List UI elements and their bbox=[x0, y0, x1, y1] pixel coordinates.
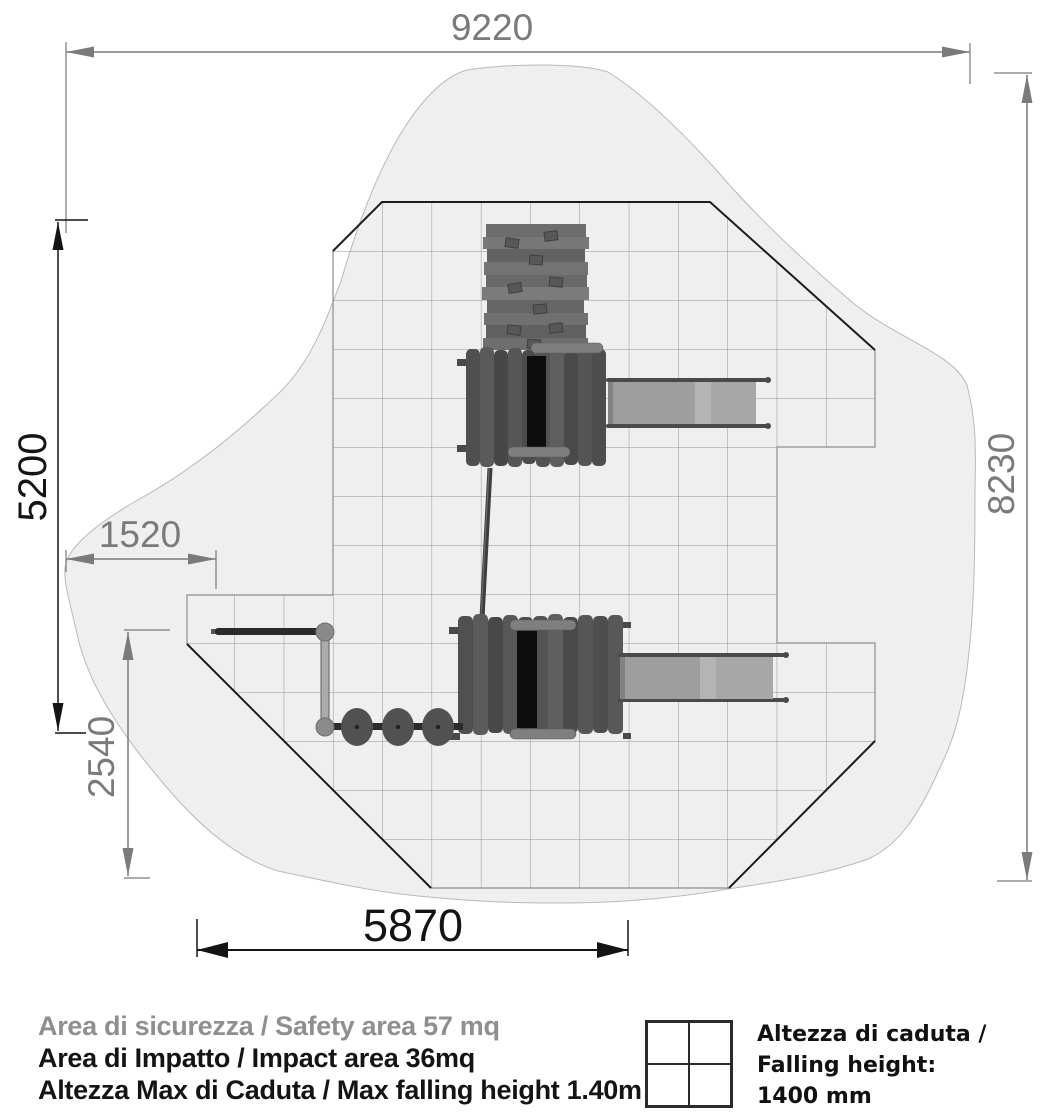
grid-legend-icon bbox=[645, 1020, 733, 1108]
falling-height-line2: Falling height: bbox=[757, 1053, 937, 1078]
bridge-pole bbox=[479, 467, 493, 619]
stepping-pads bbox=[341, 708, 454, 746]
falling-height-line1: Altezza di caduta / bbox=[757, 1022, 987, 1047]
dim-label-equipment-width: 5870 bbox=[363, 900, 463, 951]
area-notes: Area di sicurezza / Safety area 57 mq Ar… bbox=[38, 1010, 642, 1106]
safety-area-note: Area di sicurezza / Safety area 57 mq bbox=[38, 1011, 500, 1041]
beam-joint bbox=[315, 622, 335, 642]
balance-beam-course bbox=[211, 622, 463, 746]
dimension-left-clearance: 1520 bbox=[65, 514, 217, 589]
climbing-wall bbox=[482, 224, 589, 350]
dimension-equipment-height: 5200 bbox=[11, 219, 88, 734]
dimension-overall-width: 9220 bbox=[65, 7, 971, 233]
upper-tower-opening bbox=[527, 356, 546, 454]
dimension-lower-clearance: 2540 bbox=[81, 629, 170, 879]
falling-height-legend: Altezza di caduta / Falling height: 1400… bbox=[757, 1019, 986, 1112]
dim-label-overall-width: 9220 bbox=[451, 7, 533, 48]
plan-drawing: 9220 8230 5200 1520 bbox=[11, 7, 1033, 958]
dim-label-left-clearance: 1520 bbox=[99, 514, 181, 555]
grid-legend-hline bbox=[648, 1063, 730, 1065]
impact-area-outline bbox=[186, 201, 876, 889]
lower-tower bbox=[449, 614, 631, 740]
lower-tower-opening bbox=[517, 631, 537, 728]
dim-label-overall-height: 8230 bbox=[981, 433, 1022, 515]
max-falling-height-note: Altezza Max di Caduta / Max falling heig… bbox=[38, 1075, 642, 1105]
dim-label-lower-clearance: 2540 bbox=[81, 716, 122, 798]
beam-joint bbox=[315, 717, 335, 737]
lower-slide bbox=[618, 652, 789, 703]
upper-slide bbox=[606, 377, 771, 429]
dimension-equipment-width: 5870 bbox=[196, 900, 629, 958]
falling-height-line3: 1400 mm bbox=[757, 1084, 872, 1109]
dim-label-equipment-height: 5200 bbox=[11, 433, 55, 522]
dimension-overall-height: 8230 bbox=[981, 72, 1033, 882]
upper-tower bbox=[457, 342, 606, 467]
impact-area-note: Area di Impatto / Impact area 36mq bbox=[38, 1043, 475, 1073]
